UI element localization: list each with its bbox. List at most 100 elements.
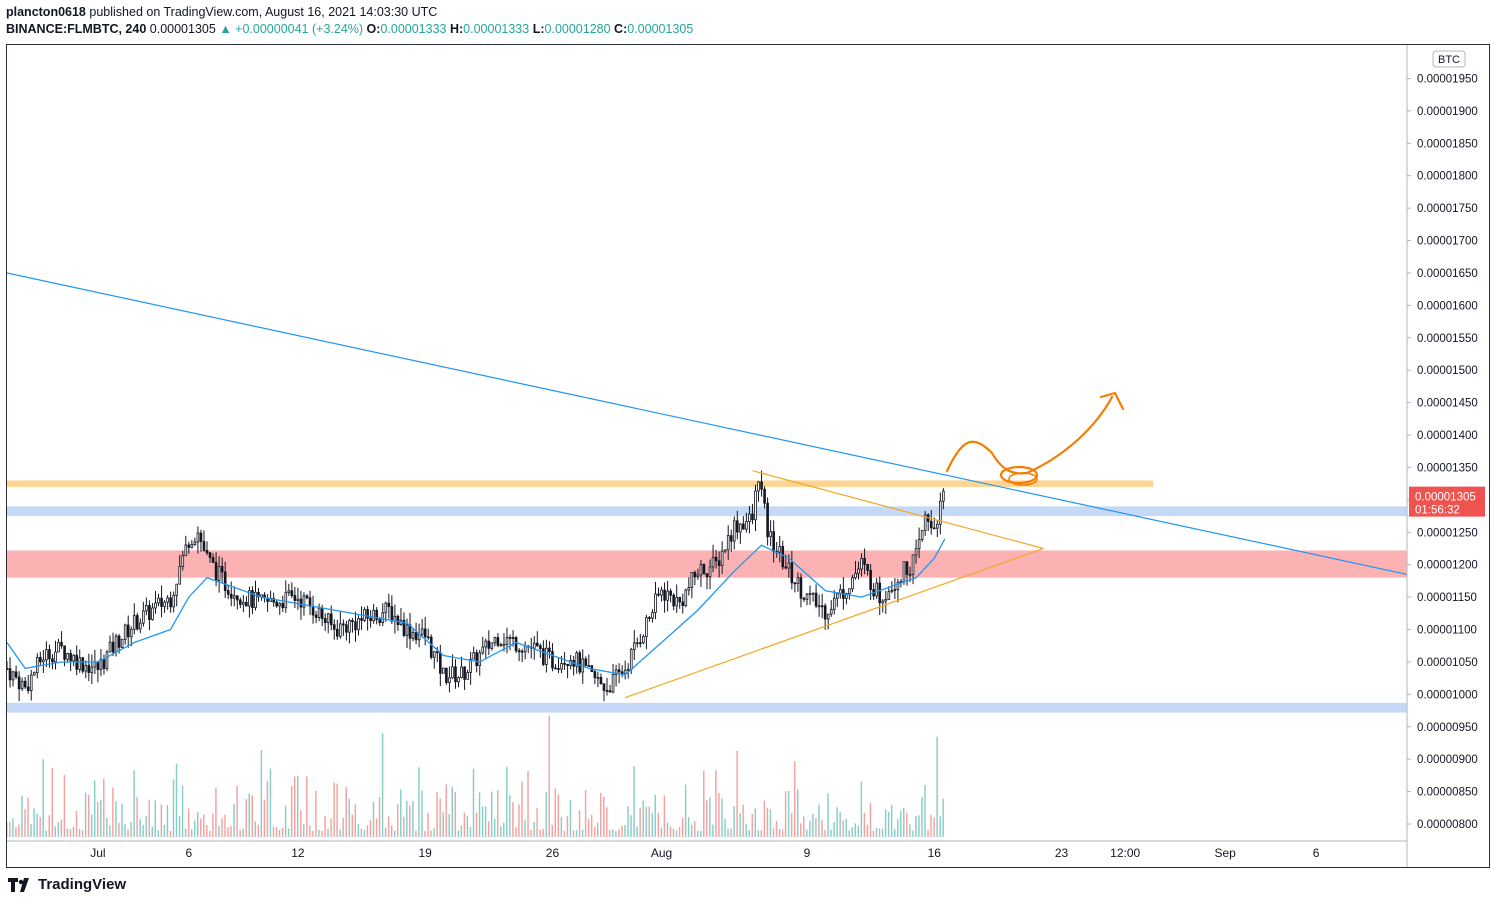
volume-bar [518, 804, 520, 837]
candle-body [563, 662, 566, 665]
volume-bar [936, 736, 938, 837]
candle-body [575, 652, 579, 667]
candle-body [442, 667, 445, 674]
volume-bar [890, 804, 893, 837]
volume-bar [557, 794, 560, 837]
volume-bar [693, 821, 696, 837]
candle-body [320, 607, 324, 619]
symbol-name[interactable]: BINANCE:FLMBTC, 240 [6, 22, 147, 36]
volume-bar [254, 821, 257, 837]
volume-bar [251, 795, 253, 837]
volume-bar [554, 788, 557, 837]
volume-bar [627, 806, 629, 837]
candle-body [769, 531, 772, 538]
time-tick-label: 16 [928, 846, 942, 860]
candle-body [672, 594, 675, 607]
candle-body [923, 514, 927, 531]
low-label: L: [532, 22, 545, 36]
candle-body [272, 597, 275, 603]
candle-body [299, 598, 303, 608]
volume-bar [321, 830, 323, 837]
candle-body [669, 590, 672, 596]
volume-bars [6, 716, 944, 837]
volume-bar [724, 818, 726, 837]
volume-bar [821, 819, 823, 837]
volume-bar [584, 790, 587, 837]
tradingview-logo[interactable]: TradingView [8, 876, 126, 893]
symbol-info: BINANCE:FLMBTC, 240 0.00001305 ▲ +0.0000… [6, 22, 693, 36]
volume-bar [830, 829, 832, 837]
candle-body [808, 593, 812, 595]
time-tick-label: Sep [1215, 846, 1237, 860]
candle-body [378, 619, 382, 623]
candle-body [602, 683, 606, 691]
volume-bar [36, 813, 38, 837]
volume-bar [836, 807, 838, 837]
candle-body [887, 591, 891, 600]
last-price-badge [1409, 486, 1485, 517]
volume-bar [6, 822, 8, 837]
candle-body [423, 628, 427, 638]
chart-frame[interactable]: 0.00001950 0.00001900 0.00001850 0.00001800… [5, 44, 1490, 868]
candle-body [169, 597, 172, 608]
price-tick-label: 0.00001100 [1417, 625, 1477, 637]
volume-bar [93, 780, 96, 837]
volume-bar [906, 812, 908, 837]
volume-bar [263, 799, 266, 837]
volume-bar [863, 812, 866, 837]
candle-body [132, 615, 136, 630]
breakout-circle-inner [1008, 472, 1038, 486]
candle-body [557, 668, 560, 670]
candle-body [648, 617, 651, 619]
volume-bar [384, 827, 387, 837]
volume-bar [160, 804, 163, 837]
price-chart[interactable]: 0.00001950 0.00001900 0.00001850 0.00001800… [5, 45, 1489, 867]
candle-body [311, 605, 315, 616]
volume-bar [206, 824, 208, 837]
candle-body [742, 523, 745, 530]
volume-bar [818, 804, 820, 837]
candle-body [545, 647, 548, 665]
candle-body [414, 632, 418, 641]
candle-body [123, 624, 127, 640]
volume-bar [533, 821, 535, 837]
volume-bar [118, 822, 120, 837]
volume-bar [75, 811, 78, 837]
zones [7, 480, 1407, 713]
candle-body [878, 582, 882, 604]
candle-body [375, 609, 379, 620]
volume-bar [839, 812, 841, 837]
volume-bar [530, 830, 532, 837]
candle-body [472, 652, 475, 660]
candle-body [754, 490, 757, 521]
unit-badge [1432, 50, 1466, 68]
volume-bar [697, 830, 699, 837]
volume-bar [33, 808, 35, 837]
volume-bar [660, 827, 663, 837]
candle-body [257, 591, 260, 598]
volume-bar [142, 824, 144, 837]
candle-body [560, 662, 563, 670]
volume-bar [884, 809, 887, 837]
candle-body [108, 641, 112, 653]
volume-bar [842, 820, 844, 837]
publisher-name[interactable]: plancton0618 [6, 5, 86, 19]
candle-body [163, 601, 166, 607]
candle-body [732, 520, 736, 542]
volume-bar [500, 826, 502, 837]
descending-trendline [6, 272, 1408, 576]
volume-bar [233, 804, 235, 837]
candle-body [757, 481, 760, 492]
volume-bar [542, 828, 544, 837]
candle-body [142, 610, 145, 624]
volume-bar [339, 829, 341, 837]
open-label: O: [366, 22, 381, 36]
volume-bar [127, 829, 129, 837]
price-tick-label: 0.00001550 [1417, 333, 1478, 345]
volume-bar [512, 801, 514, 837]
volume-bar [39, 816, 41, 837]
candle-body [14, 671, 18, 678]
candle-body [542, 648, 545, 665]
volume-bar [184, 828, 187, 837]
volume-bar [18, 824, 20, 837]
